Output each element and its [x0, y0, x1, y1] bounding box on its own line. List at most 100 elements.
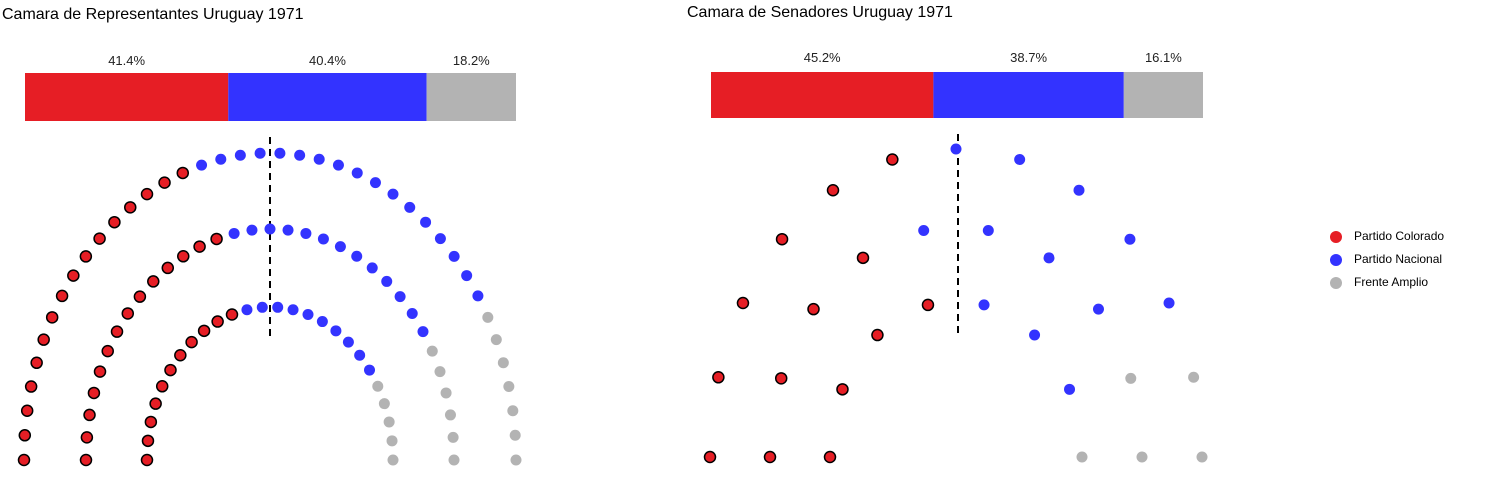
seat-point [121, 307, 135, 320]
bar-segment [228, 73, 427, 121]
seat-point [149, 397, 162, 410]
seat-point [1014, 153, 1026, 165]
seat-point [406, 307, 418, 319]
seat-point [378, 398, 390, 410]
bar-segment [25, 73, 229, 121]
seat-point [80, 431, 94, 444]
seat-point [294, 149, 306, 161]
seat-point [950, 143, 962, 155]
seat-point [264, 223, 276, 235]
seat-point [448, 250, 460, 262]
seat-point [404, 201, 416, 213]
bar-value-label: 41.4% [108, 53, 145, 68]
seat-point [316, 316, 328, 328]
seat-point [1196, 451, 1208, 463]
seat-point [503, 381, 515, 393]
seat-point [1029, 329, 1041, 341]
seat-point [177, 250, 190, 263]
bar-value-label: 38.7% [1010, 50, 1047, 65]
seat-point [17, 453, 31, 467]
seat-point [254, 147, 266, 159]
seat-point [215, 153, 227, 165]
seat-point [447, 431, 459, 443]
seat-point [133, 290, 147, 303]
seat-point [83, 408, 96, 422]
seat-point [434, 366, 446, 378]
seat-point [342, 336, 354, 348]
seat-point [440, 387, 452, 399]
seat-point [317, 233, 329, 245]
senators-chart: 45.2% 38.7% 16.1% [703, 50, 1208, 464]
seat-point [37, 333, 50, 346]
chamber-senators-panel: Camara de Senadores Uruguay 1971 45.2% 38… [640, 0, 1300, 503]
seat-point [274, 147, 286, 159]
seat-point [775, 232, 789, 246]
legend-label: Partido Nacional [1354, 252, 1443, 266]
seat-point [978, 299, 990, 311]
seat-point [287, 304, 299, 316]
bar-value-label: 18.2% [453, 53, 490, 68]
seat-point [1125, 372, 1137, 384]
bar-value-label: 40.4% [309, 53, 346, 68]
seat-point [351, 167, 363, 179]
seat-point [383, 416, 395, 428]
seat-point [87, 386, 101, 400]
seat-point [369, 177, 381, 189]
seat-point [101, 344, 114, 358]
seat-point [196, 159, 208, 171]
seat-point [712, 371, 725, 384]
seat-point [330, 325, 342, 337]
seat-point [241, 304, 253, 316]
bar-segment [426, 73, 516, 121]
seat-point [364, 364, 376, 376]
chart-title: Camara de Representantes Uruguay 1971 [2, 6, 304, 23]
seat-point [736, 296, 750, 310]
seat-point [197, 324, 211, 338]
seat-point [918, 224, 930, 236]
seat-point [18, 429, 32, 442]
seat-point [386, 435, 398, 447]
seat-point [387, 188, 399, 200]
seat-point [24, 380, 38, 393]
seat-point [20, 404, 34, 418]
seat-point [372, 380, 384, 392]
bar-segment [933, 72, 1124, 118]
seat-point [272, 301, 284, 313]
seat-point [366, 262, 378, 274]
legend-label: Partido Colorado [1354, 229, 1445, 243]
seat-point [510, 454, 522, 466]
seat-point [246, 224, 258, 236]
seat-point [302, 308, 314, 320]
seat-point [147, 275, 160, 288]
seat-point [1073, 184, 1085, 196]
seat-point [381, 275, 393, 287]
seat-point [313, 153, 325, 165]
seat-point [1163, 297, 1175, 309]
seat-point [79, 453, 93, 467]
chamber-representatives-panel: Camara de Representantes Uruguay 1971 41… [0, 0, 640, 503]
seat-point [110, 325, 124, 338]
legend-label: Frente Amplio [1354, 275, 1429, 289]
seat-point [67, 269, 80, 282]
seat-point [140, 453, 154, 467]
seat-point [774, 372, 788, 385]
bar-value-label: 16.1% [1145, 50, 1182, 65]
seat-point [144, 415, 158, 429]
seat-point [509, 429, 521, 441]
seat-point [351, 250, 363, 262]
seat-point [387, 454, 399, 466]
seat-point [174, 349, 187, 362]
seat-point [300, 227, 312, 239]
bar-segment [1123, 72, 1203, 118]
seat-point [185, 335, 198, 349]
seat-point [176, 166, 190, 180]
seat-point [1092, 303, 1104, 315]
seat-point [334, 241, 346, 253]
seat-point [982, 224, 994, 236]
legend-key [1330, 254, 1342, 266]
seat-point [836, 383, 849, 396]
seat-point [507, 405, 519, 417]
seat-point [30, 356, 43, 370]
seat-point [444, 409, 456, 421]
seat-point [164, 363, 177, 377]
